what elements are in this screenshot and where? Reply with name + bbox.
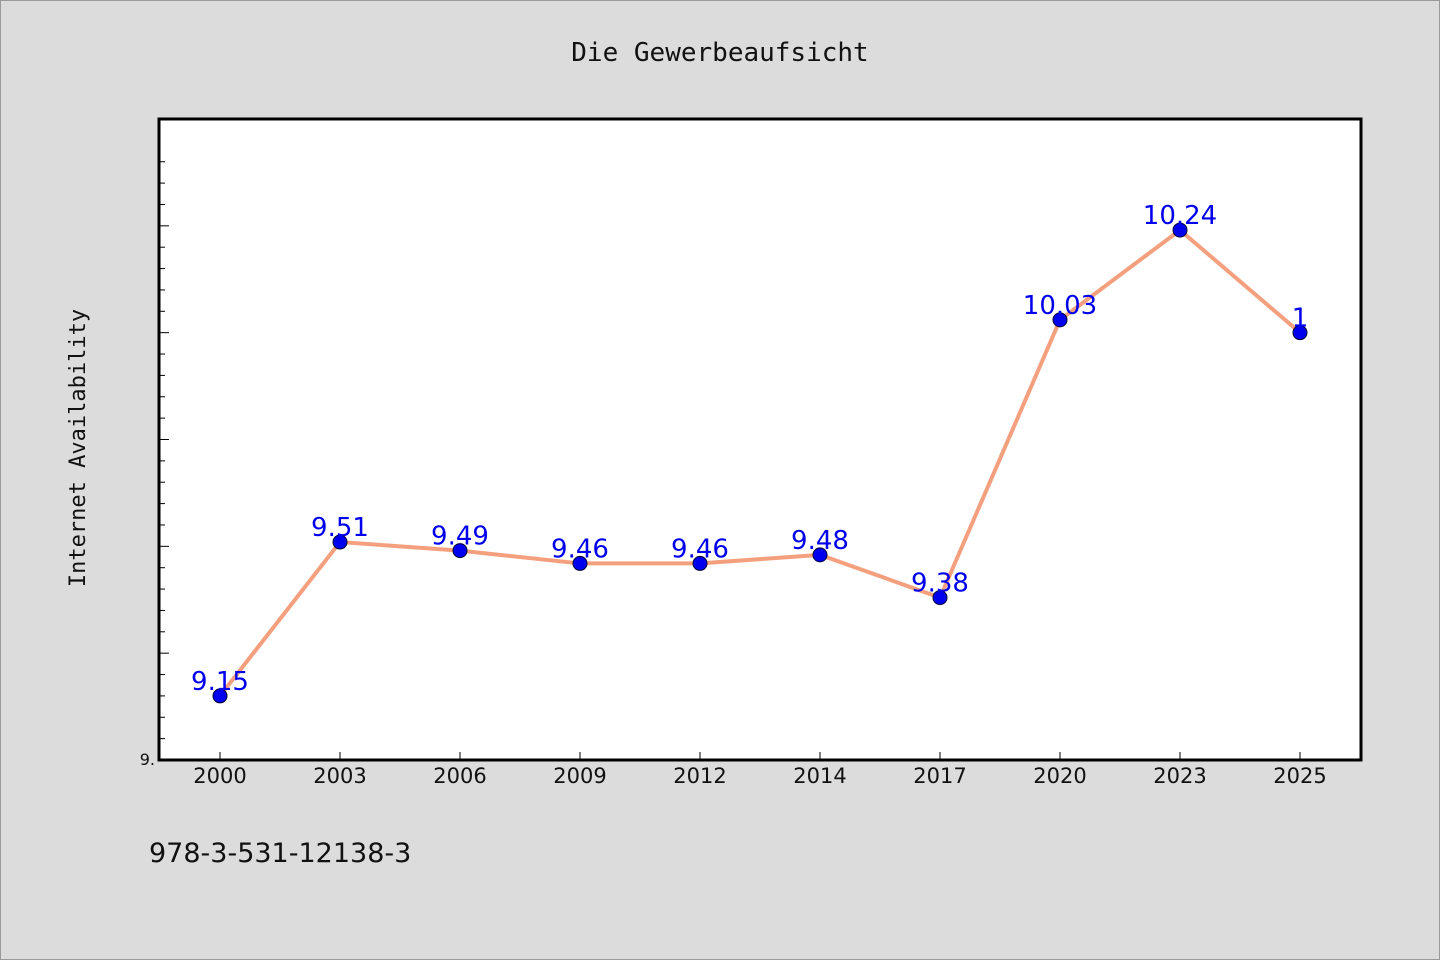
- data-label: 9.48: [791, 526, 849, 556]
- data-label: 1: [1292, 304, 1309, 334]
- data-label: 10.03: [1023, 291, 1097, 321]
- data-label: 9.38: [911, 569, 969, 599]
- x-tick-label: 2012: [673, 764, 726, 788]
- data-point: [332, 534, 348, 550]
- data-labels: 9.15 9.51 9.49 9.46 9.46 9.48 9.38 10.03 10.24 1: [191, 201, 1308, 697]
- x-tick-label: 2009: [553, 764, 606, 788]
- data-point: [1172, 222, 1188, 238]
- data-label: 9.46: [551, 534, 609, 564]
- data-point: [1052, 312, 1068, 328]
- data-label: 9.49: [431, 522, 489, 552]
- x-axis-ticks: 2000 2003 2006 2009 2012 2014 2017 2020 2023 2025: [193, 752, 1327, 788]
- data-point: [572, 555, 588, 571]
- data-point: [452, 543, 468, 559]
- x-tick-label: 2000: [193, 764, 246, 788]
- x-tick-label: 2003: [313, 764, 366, 788]
- x-tick-label: 2025: [1273, 764, 1326, 788]
- data-label: 10.24: [1143, 201, 1217, 231]
- x-tick-label: 2020: [1033, 764, 1086, 788]
- data-point: [692, 555, 708, 571]
- isbn-footer: 978-3-531-12138-3: [149, 838, 411, 869]
- chart-title: Die Gewerbeaufsicht: [571, 38, 868, 68]
- y-tick-label: 9.: [140, 750, 155, 769]
- data-point: [812, 547, 828, 563]
- y-axis-ticks: [159, 161, 169, 740]
- series-line: [218, 228, 1302, 698]
- data-label: 9.51: [311, 513, 369, 543]
- data-point: [212, 688, 228, 704]
- x-tick-label: 2006: [433, 764, 486, 788]
- data-point: [932, 590, 948, 606]
- data-label: 9.46: [671, 534, 729, 564]
- x-tick-label: 2023: [1153, 764, 1206, 788]
- data-point: [1292, 325, 1308, 341]
- series-markers: [212, 222, 1308, 704]
- plot-area: [157, 117, 1363, 762]
- series-line-group: [218, 228, 1302, 698]
- data-label: 9.15: [191, 667, 249, 697]
- y-axis-label: Internet Availability: [66, 309, 91, 587]
- x-tick-label: 2014: [793, 764, 846, 788]
- x-tick-label: 2017: [913, 764, 966, 788]
